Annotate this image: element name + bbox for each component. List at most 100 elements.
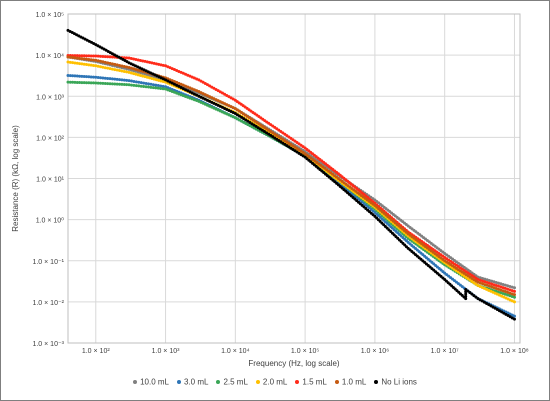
data-point xyxy=(78,54,82,58)
data-point xyxy=(512,317,516,321)
data-point xyxy=(466,289,470,293)
data-point xyxy=(152,61,156,65)
data-point xyxy=(478,278,482,282)
data-point xyxy=(159,79,163,83)
data-point xyxy=(75,80,79,84)
y-tick-label: 1.0 × 10² xyxy=(36,135,64,142)
series-4 xyxy=(66,53,516,293)
legend-label: 10.0 mL xyxy=(140,377,169,387)
legend-item: 10.0 mL xyxy=(133,377,169,386)
data-point xyxy=(503,286,507,290)
data-point xyxy=(499,288,503,292)
data-point xyxy=(134,84,138,88)
y-tick-label: 1.0 × 10⁻³ xyxy=(32,341,64,348)
data-point xyxy=(115,68,119,72)
data-point xyxy=(87,54,91,58)
data-point xyxy=(106,82,110,86)
data-point xyxy=(71,61,75,65)
data-point xyxy=(134,67,138,71)
data-point xyxy=(80,74,84,78)
legend-marker xyxy=(176,379,181,384)
data-point xyxy=(94,75,98,79)
data-point xyxy=(130,83,133,87)
data-point xyxy=(89,54,93,58)
legend-item: 2.0 mL xyxy=(255,377,287,386)
data-point xyxy=(89,63,93,67)
data-point xyxy=(108,61,112,65)
data-point xyxy=(113,77,117,81)
data-point xyxy=(138,58,142,62)
data-point xyxy=(87,75,91,79)
data-point xyxy=(118,78,122,82)
data-point xyxy=(142,84,146,88)
data-point xyxy=(168,80,172,84)
y-tick-label: 1.0 × 10¹ xyxy=(36,177,64,184)
data-point xyxy=(148,76,152,80)
data-point xyxy=(110,55,114,59)
legend-item: 2.5 mL xyxy=(216,377,248,386)
data-point xyxy=(125,56,129,60)
x-tick-label: 1.0 × 10⁷ xyxy=(431,348,459,355)
data-point xyxy=(492,283,496,287)
data-point xyxy=(106,61,110,65)
data-point xyxy=(110,62,114,66)
legend-marker xyxy=(334,379,339,384)
data-point xyxy=(71,80,75,84)
data-point xyxy=(110,77,114,81)
data-point xyxy=(132,57,136,61)
data-point xyxy=(120,64,124,68)
data-point xyxy=(154,62,158,66)
y-tick-label: 1.0 × 10⁰ xyxy=(36,217,64,225)
data-point xyxy=(512,314,516,318)
data-point xyxy=(132,67,136,71)
data-point xyxy=(478,276,482,280)
y-tick-label: 1.0 × 10⁻² xyxy=(32,300,64,307)
data-point xyxy=(73,56,77,60)
data-point xyxy=(113,68,117,72)
data-point xyxy=(147,82,151,86)
data-point xyxy=(157,62,161,66)
data-point xyxy=(497,287,501,291)
data-point xyxy=(159,63,163,67)
data-point xyxy=(78,74,82,78)
data-point xyxy=(161,87,165,91)
data-point xyxy=(99,76,103,80)
data-point xyxy=(96,75,100,79)
x-tick-label: 1.0 × 10³ xyxy=(152,348,180,355)
legend-marker xyxy=(374,379,379,384)
y-tick-label: 1.0 × 10⁴ xyxy=(35,53,64,60)
data-point xyxy=(66,55,70,59)
data-point xyxy=(122,69,126,73)
data-point xyxy=(129,71,133,75)
data-point xyxy=(94,54,98,58)
legend-label: 1.5 mL xyxy=(302,377,327,387)
data-point xyxy=(120,82,124,86)
data-point xyxy=(68,80,72,84)
data-point xyxy=(94,81,98,85)
data-point xyxy=(118,82,122,86)
data-point xyxy=(143,75,147,79)
data-point xyxy=(94,64,98,68)
data-point xyxy=(99,54,103,58)
data-point xyxy=(192,92,196,96)
data-point xyxy=(184,88,188,92)
series-1 xyxy=(66,73,516,318)
data-point xyxy=(483,283,487,287)
data-point xyxy=(510,289,514,293)
data-point xyxy=(150,61,154,65)
data-point xyxy=(73,74,77,78)
data-point xyxy=(506,284,510,288)
data-point xyxy=(154,83,158,87)
data-point xyxy=(103,66,107,70)
data-point xyxy=(149,85,153,89)
data-point xyxy=(137,84,141,88)
data-point xyxy=(122,64,126,68)
data-point xyxy=(154,78,158,82)
data-point xyxy=(80,54,84,58)
data-point xyxy=(494,286,498,290)
plot-area xyxy=(67,13,521,344)
data-point xyxy=(91,81,95,85)
data-point xyxy=(113,62,117,66)
data-point xyxy=(85,63,89,67)
